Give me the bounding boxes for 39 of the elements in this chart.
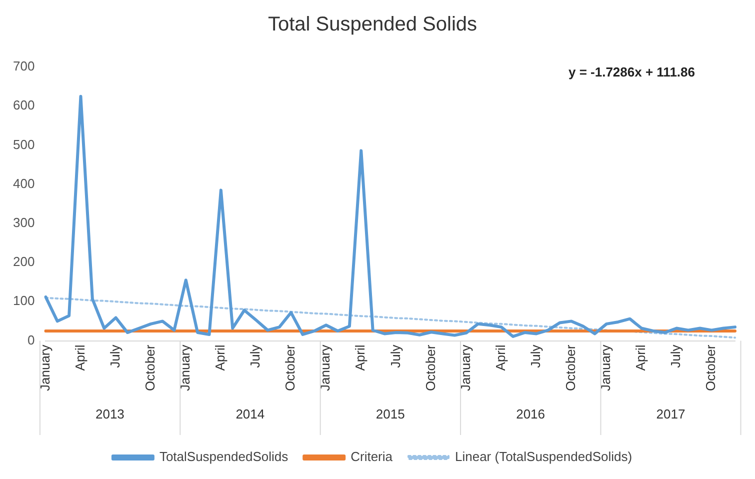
x-tick-label: July <box>528 344 543 368</box>
line-series <box>44 296 736 339</box>
x-tick-label: October <box>422 344 438 391</box>
x-tick-label: January <box>37 344 52 391</box>
x-tick-label: July <box>107 344 122 368</box>
x-tick-label: January <box>458 344 473 391</box>
x-tick-label: October <box>703 344 718 391</box>
x-tick-label: January <box>318 344 333 391</box>
legend-label: Criteria <box>350 449 394 464</box>
x-tick-label: April <box>72 344 88 371</box>
text: 2016 <box>516 406 546 422</box>
x-tick-label: July <box>388 344 403 368</box>
x-tick-label: April <box>492 344 508 371</box>
x-tick-label: April <box>633 344 648 371</box>
x-tick-label: October <box>563 344 578 391</box>
x-tick-label: July <box>248 344 263 368</box>
text: 2015 <box>376 406 405 422</box>
x-tick-label: April <box>212 344 228 371</box>
y-tick-label: 100 <box>12 293 35 308</box>
x-tick-label: January <box>598 344 614 391</box>
text: 2014 <box>236 406 265 422</box>
y-tick-label: 700 <box>12 58 35 74</box>
x-tick-label: July <box>668 344 684 368</box>
y-tick-label: 300 <box>12 215 35 230</box>
y-tick-label: 0 <box>27 332 35 348</box>
x-tick-label: January <box>177 344 192 391</box>
y-tick-label: 600 <box>12 98 35 113</box>
text: 2017 <box>656 406 686 422</box>
annotation: y = -1.7286x + 111.86 <box>568 64 695 80</box>
y-tick-label: 500 <box>12 136 35 152</box>
legend-label: TotalSuspendedSolids <box>159 449 289 464</box>
y-tick-label: 400 <box>12 176 35 191</box>
legend-label: Linear (TotalSuspendedSolids) <box>454 449 632 464</box>
y-tick-label: 200 <box>12 254 35 270</box>
x-tick-label: October <box>282 344 298 391</box>
x-tick-label: October <box>142 344 158 391</box>
x-tick-label: April <box>352 344 368 371</box>
chart-title: Total Suspended Solids <box>268 14 478 36</box>
text: 2013 <box>95 406 124 422</box>
